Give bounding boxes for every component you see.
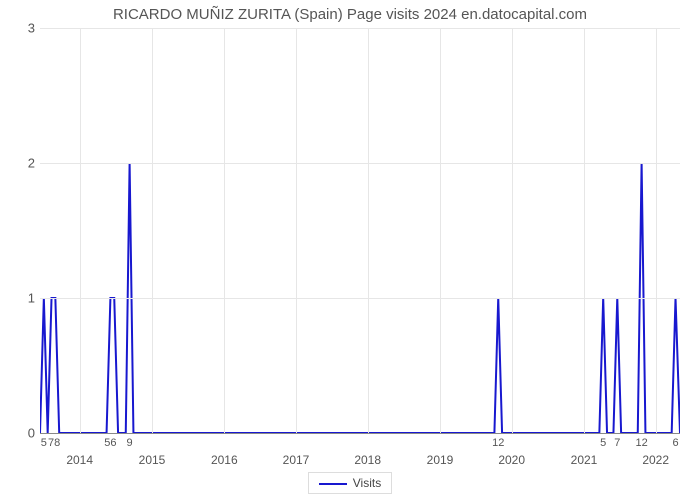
- gridline-vertical: [368, 28, 369, 433]
- gridline-vertical: [296, 28, 297, 433]
- x-axis-value-label: 6: [672, 437, 678, 449]
- x-axis-value-label: 12: [492, 437, 504, 449]
- x-axis-value-label: 12: [635, 437, 647, 449]
- x-axis-year-label: 2021: [571, 453, 598, 467]
- gridline-vertical: [152, 28, 153, 433]
- x-axis-year-label: 2020: [498, 453, 525, 467]
- x-axis-year-label: 2016: [211, 453, 238, 467]
- x-axis-value-label: 5: [41, 437, 47, 449]
- y-axis-tick-label: 2: [5, 156, 35, 171]
- legend-box: Visits: [308, 472, 392, 494]
- plot-area: [40, 28, 680, 434]
- gridline-horizontal: [40, 298, 680, 299]
- legend-swatch: [319, 483, 347, 485]
- y-axis-tick-label: 1: [5, 291, 35, 306]
- x-axis-value-label: 5: [600, 437, 606, 449]
- legend: Visits: [0, 472, 700, 494]
- x-axis-value-label: 78: [48, 437, 60, 449]
- y-axis-tick-label: 3: [5, 21, 35, 36]
- gridline-vertical: [224, 28, 225, 433]
- gridline-vertical: [440, 28, 441, 433]
- x-axis-value-label: 9: [127, 437, 133, 449]
- x-axis-year-label: 2015: [139, 453, 166, 467]
- y-axis-tick-label: 0: [5, 426, 35, 441]
- x-axis-year-label: 2014: [66, 453, 93, 467]
- x-axis-value-label: 56: [104, 437, 116, 449]
- chart-title: RICARDO MUÑIZ ZURITA (Spain) Page visits…: [0, 6, 700, 23]
- x-axis-year-label: 2022: [642, 453, 669, 467]
- x-axis-value-label: 7: [614, 437, 620, 449]
- chart-container: RICARDO MUÑIZ ZURITA (Spain) Page visits…: [0, 0, 700, 500]
- gridline-vertical: [656, 28, 657, 433]
- gridline-horizontal: [40, 163, 680, 164]
- gridline-vertical: [80, 28, 81, 433]
- gridline-horizontal: [40, 28, 680, 29]
- gridline-vertical: [584, 28, 585, 433]
- x-axis-year-label: 2017: [283, 453, 310, 467]
- x-axis-year-label: 2019: [427, 453, 454, 467]
- legend-label: Visits: [353, 476, 381, 490]
- x-axis-year-label: 2018: [354, 453, 381, 467]
- gridline-vertical: [512, 28, 513, 433]
